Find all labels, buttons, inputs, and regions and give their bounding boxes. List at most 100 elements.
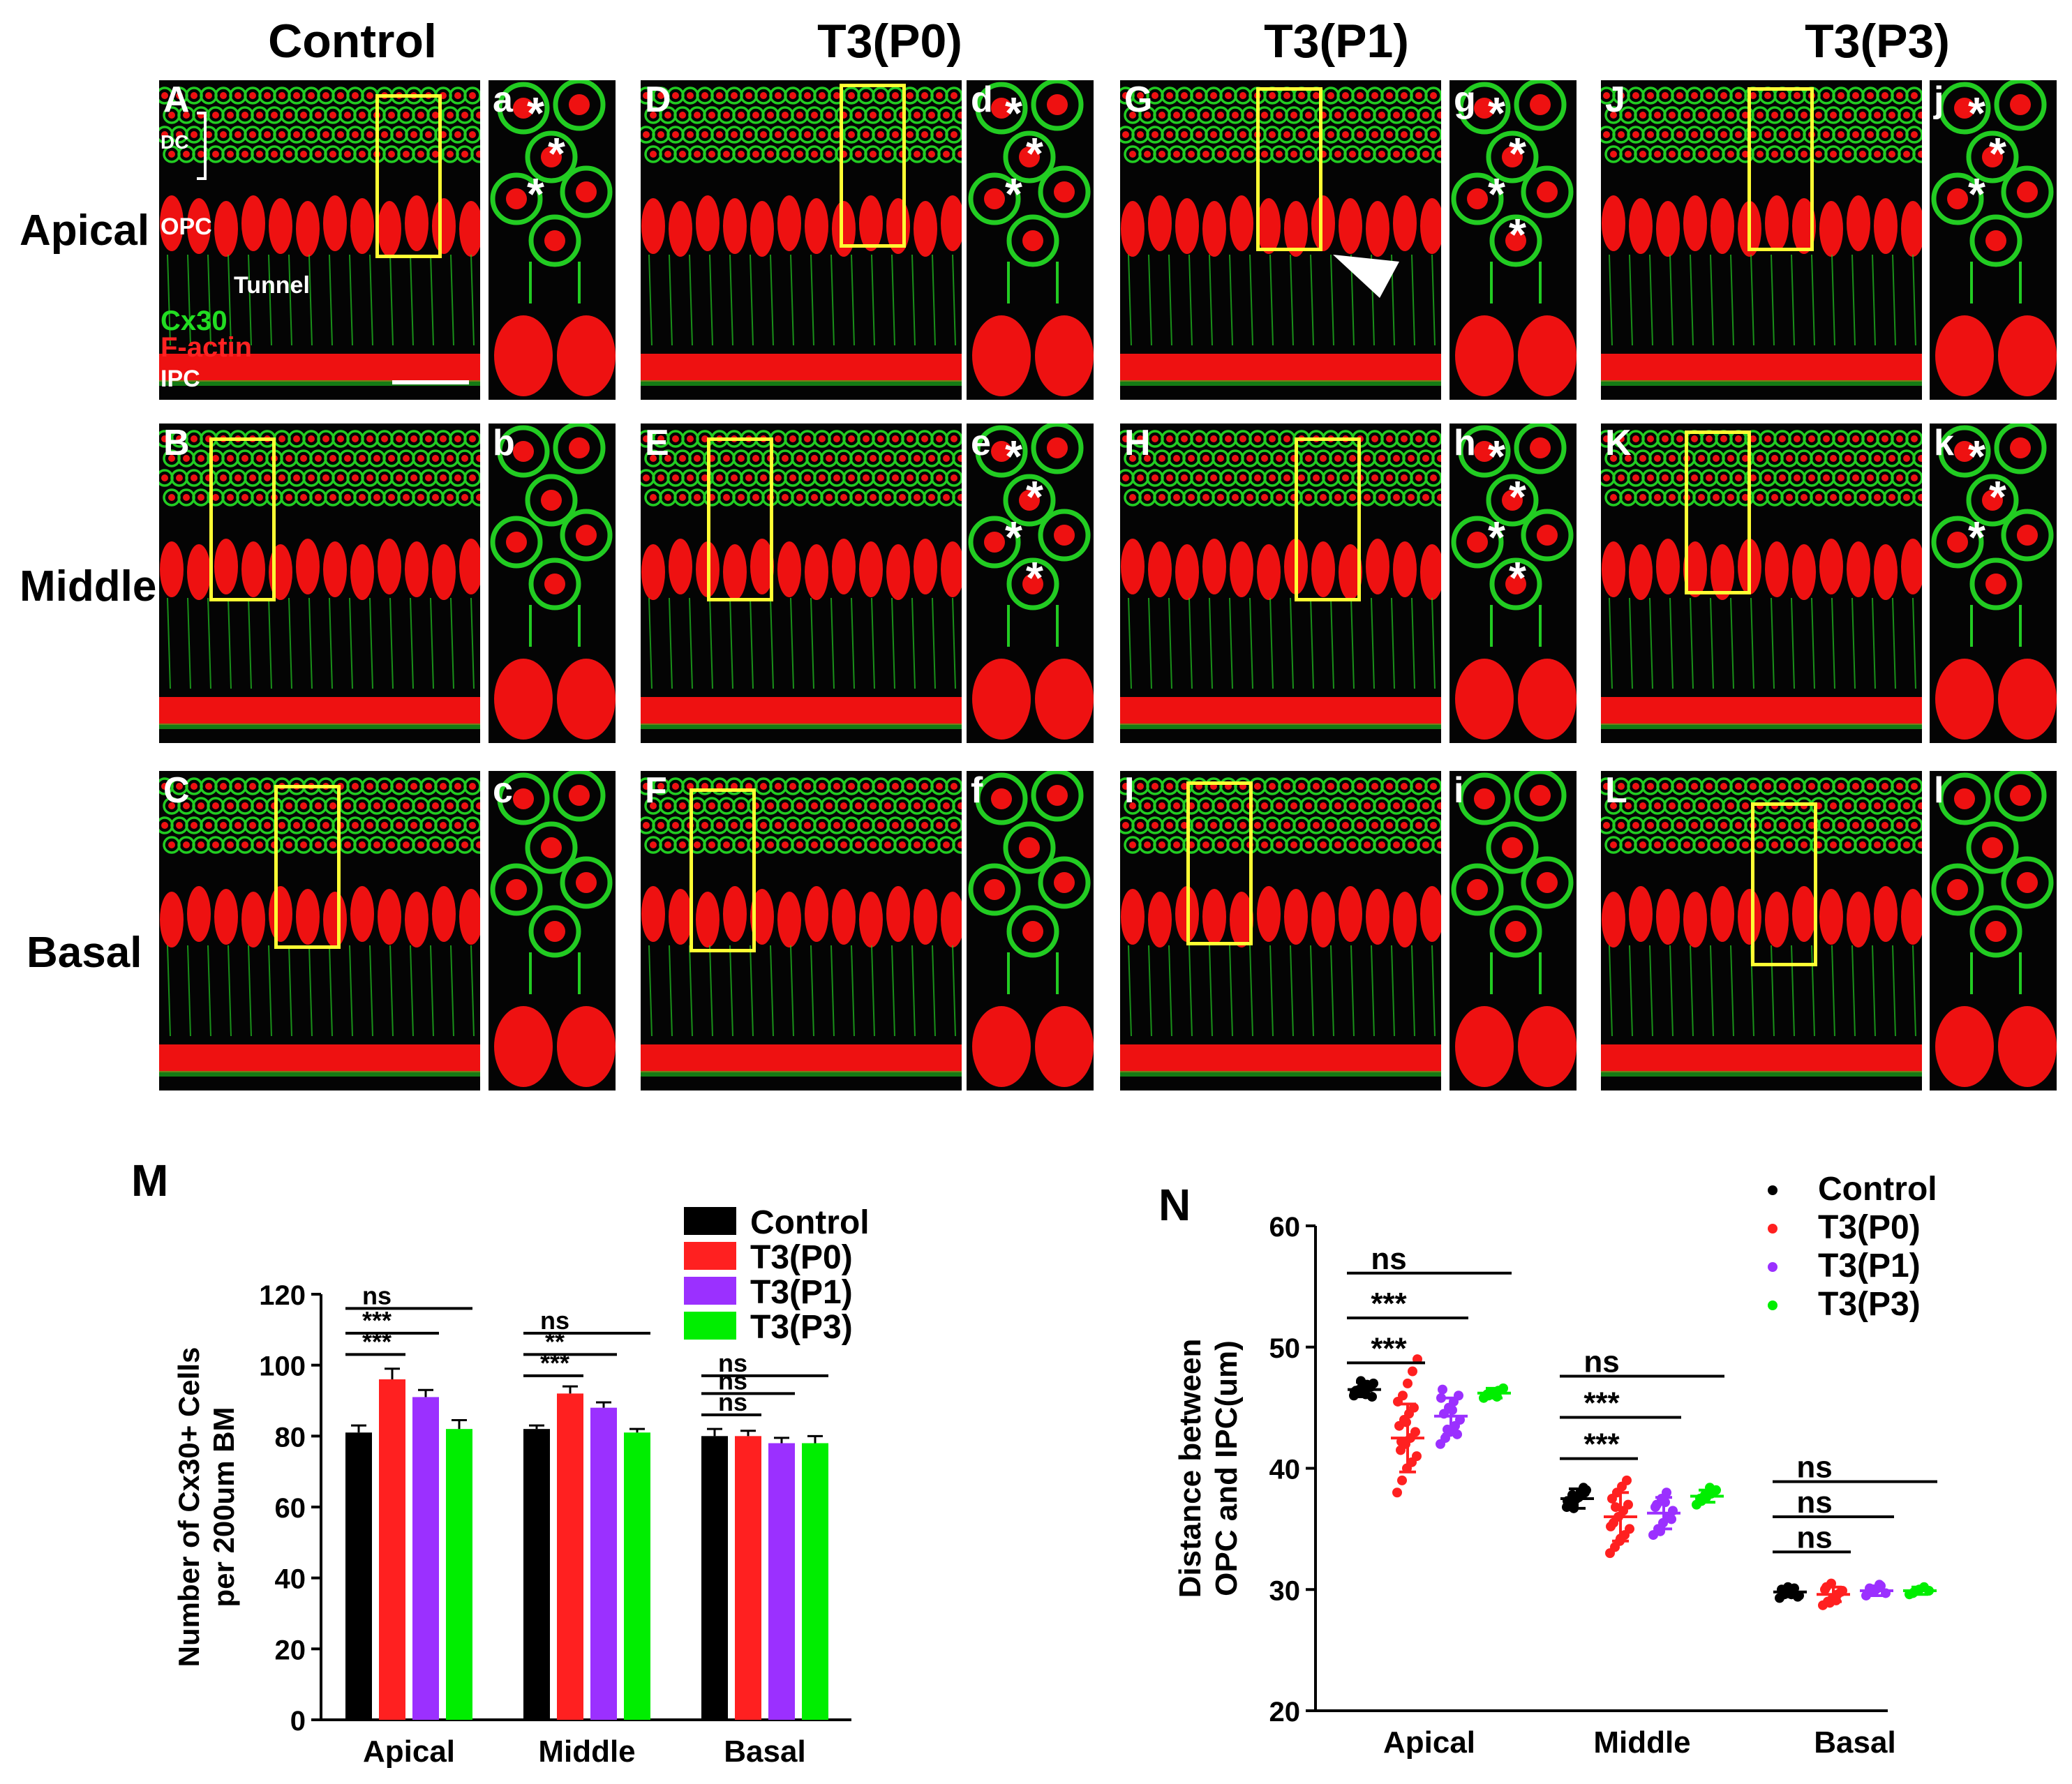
significance-label: *** <box>1371 1331 1407 1365</box>
zoom-panel-c: c <box>489 771 616 1090</box>
zoom-image <box>489 423 616 743</box>
zoom-panel-l: l <box>1930 771 2057 1090</box>
x-tick-label: Apical <box>363 1734 455 1769</box>
star-marker: * <box>1005 512 1022 562</box>
roi-box <box>1751 802 1817 966</box>
y-tick-label: 60 <box>1269 1212 1301 1243</box>
zoom-image <box>1930 423 2057 743</box>
cx30-label: Cx30 <box>161 306 228 336</box>
scatter-point <box>1392 1487 1402 1498</box>
bar <box>701 1436 728 1720</box>
star-marker: * <box>1509 553 1526 603</box>
panel-label: E <box>645 423 669 463</box>
roi-box <box>707 437 773 601</box>
scatter-point <box>1410 1427 1420 1437</box>
significance-label: ns <box>1583 1344 1619 1379</box>
legend-label: Control <box>750 1204 870 1241</box>
star-marker: * <box>1026 553 1043 603</box>
roi-box <box>1186 781 1253 945</box>
scatter-point <box>1412 1451 1422 1462</box>
y-tick-label: 40 <box>1269 1455 1301 1485</box>
bar <box>412 1397 439 1720</box>
roi-box <box>1295 437 1361 601</box>
legend-marker <box>1768 1185 1777 1195</box>
significance-label: *** <box>1583 1386 1620 1421</box>
panel-label: e <box>971 423 991 463</box>
roi-box <box>1256 87 1322 251</box>
micrograph-panel-H: H <box>1120 423 1441 743</box>
column-title-p1: T3(P1) <box>1264 15 1409 68</box>
significance-label: ns <box>1796 1485 1832 1520</box>
y-tick-label: 20 <box>275 1635 306 1665</box>
panel-label: G <box>1124 80 1153 120</box>
zoom-panel-h: h * * * * <box>1449 423 1577 743</box>
bar <box>802 1443 828 1720</box>
zoom-image <box>1449 80 1577 400</box>
star-marker: * <box>1488 88 1505 138</box>
panel-label: i <box>1454 771 1464 811</box>
panel-label: l <box>1934 771 1944 811</box>
row-label-middle: Middle <box>20 562 157 610</box>
micrograph-image <box>159 423 480 743</box>
scatter-point <box>1408 1366 1417 1377</box>
chart-m: 0 20 40 60 80 100 120 Number of Cx30+ Cells per … <box>172 1204 870 1769</box>
significance-label: ns <box>718 1366 747 1395</box>
panel-label: B <box>163 423 190 463</box>
scatter-point <box>1667 1514 1676 1524</box>
y-axis-label-line2: OPC and IPC(um) <box>1209 1340 1244 1596</box>
micrograph-panel-A: A <box>159 80 480 400</box>
panel-label: H <box>1124 423 1151 463</box>
x-tick-label: Middle <box>1593 1725 1690 1760</box>
zoom-image <box>1930 80 2057 400</box>
zoom-panel-a: a * * * <box>489 80 616 400</box>
star-marker: * <box>1989 472 2006 522</box>
micrograph-image <box>1120 423 1441 743</box>
legend-label: T3(P0) <box>750 1239 853 1276</box>
star-marker: * <box>548 128 565 179</box>
star-marker: * <box>1026 128 1043 179</box>
column-title-p0: T3(P0) <box>817 15 962 68</box>
ipc-label: IPC <box>161 366 200 392</box>
scatter-point <box>1397 1475 1407 1485</box>
scatter-point <box>1622 1475 1632 1485</box>
zoom-panel-e: e * * * * <box>967 423 1094 743</box>
zoom-panel-j: j * * * <box>1930 80 2057 400</box>
bar <box>523 1429 550 1720</box>
zoom-image <box>967 771 1094 1090</box>
bar <box>345 1432 372 1720</box>
significance-label: ns <box>362 1281 392 1310</box>
zoom-image <box>489 80 616 400</box>
y-axis-label-line1: Distance between <box>1173 1339 1207 1598</box>
y-axis-label-line1: Number of Cx30+ Cells <box>172 1347 205 1667</box>
micrograph-panel-K: K <box>1601 423 1922 743</box>
zoom-panel-f: f <box>967 771 1094 1090</box>
roi-box <box>274 785 341 949</box>
zoom-image <box>967 423 1094 743</box>
scatter-point <box>1625 1524 1634 1534</box>
panel-label: b <box>493 423 515 463</box>
significance-label: ns <box>1371 1242 1406 1276</box>
roi-box <box>1747 87 1814 251</box>
scatter-point <box>1606 1521 1616 1531</box>
panel-label: K <box>1605 423 1632 463</box>
legend-swatch <box>684 1277 736 1305</box>
significance-label: *** <box>1583 1427 1620 1462</box>
panel-label: L <box>1605 771 1627 811</box>
micrograph-image <box>1601 423 1922 743</box>
legend-marker <box>1768 1300 1777 1310</box>
star-marker: * <box>1488 169 1505 219</box>
legend-swatch <box>684 1312 736 1340</box>
y-tick-label: 30 <box>1269 1575 1301 1606</box>
micrograph-image <box>1120 80 1441 400</box>
y-axis-label-line2: per 200um BM <box>207 1407 240 1607</box>
panel-label: f <box>971 771 983 811</box>
micrograph-image <box>159 80 480 400</box>
panel-label: g <box>1454 80 1476 120</box>
significance-label: *** <box>362 1306 392 1335</box>
y-tick-label: 50 <box>1269 1333 1301 1364</box>
roi-box <box>690 788 756 952</box>
star-marker: * <box>1968 169 1985 219</box>
micrograph-image <box>1601 80 1922 400</box>
star-marker: * <box>527 169 544 219</box>
zoom-panel-b: b <box>489 423 616 743</box>
